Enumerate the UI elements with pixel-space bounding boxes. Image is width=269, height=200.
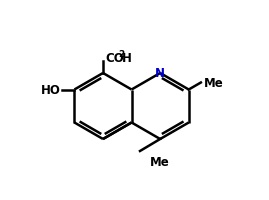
- Text: HO: HO: [41, 84, 61, 97]
- Text: CO: CO: [105, 51, 124, 64]
- Text: 2: 2: [118, 50, 124, 59]
- Text: Me: Me: [150, 155, 170, 168]
- Text: N: N: [155, 67, 165, 80]
- Text: Me: Me: [204, 77, 224, 90]
- Text: H: H: [122, 51, 132, 64]
